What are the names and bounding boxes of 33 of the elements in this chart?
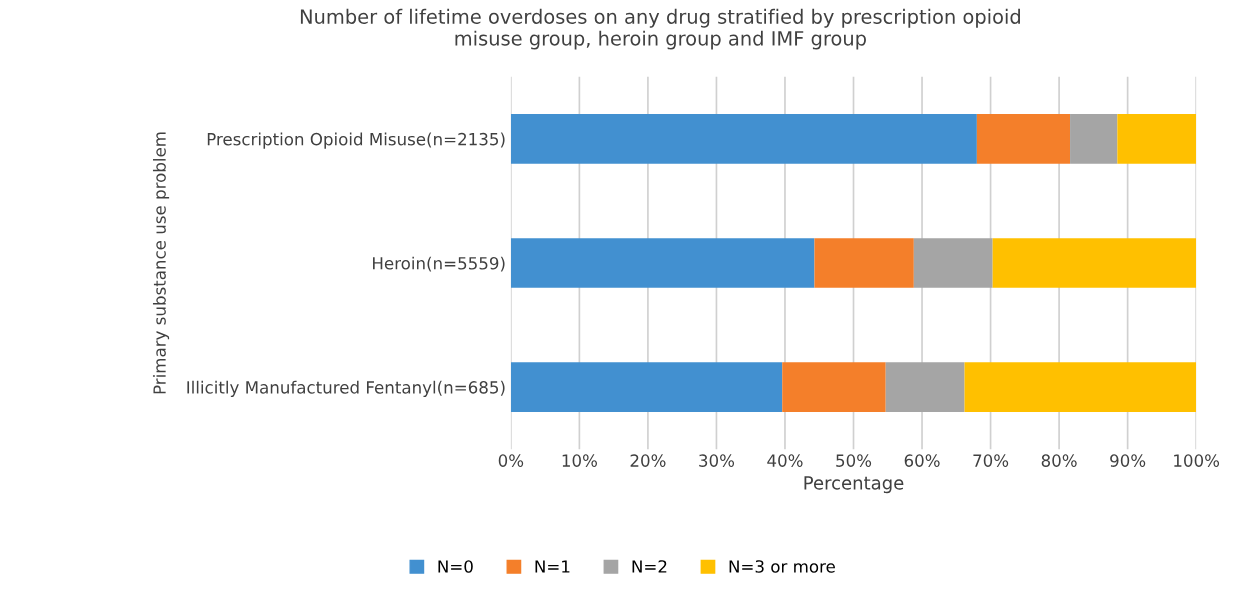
x-tick-label: 100% [1174, 454, 1220, 467]
bar [510, 362, 783, 412]
x-tick-label: 20% [630, 454, 666, 467]
x-tick-label: 40% [767, 454, 803, 467]
bar [976, 114, 1071, 164]
bar [782, 362, 886, 412]
bar [964, 362, 1197, 412]
x-tick-label: 70% [973, 454, 1009, 467]
chart-title: Number of lifetime overdoses on any drug stratified by prescription opioid misuse group, heroin group and IMF group [300, 8, 1020, 50]
x-tick-label: 60% [904, 454, 940, 467]
legend-label: N=3 or more [729, 560, 835, 573]
bar [510, 238, 815, 288]
y-tick-label: Illicitly Manufactured Fentanyl(n=685) [187, 380, 505, 397]
bar [510, 114, 977, 164]
x-tick-label: 30% [699, 454, 735, 467]
x-tick-label: 10% [562, 454, 597, 467]
bar [992, 238, 1197, 288]
x-tick-label: 80% [1041, 454, 1077, 467]
bar [1117, 114, 1197, 164]
legend-label: N=1 [535, 560, 570, 573]
legend-label: N=0 [438, 560, 473, 573]
x-tick-label: 0% [498, 454, 524, 467]
x-axis-title: Percentage [804, 476, 904, 494]
bar [814, 238, 914, 288]
bar [885, 362, 965, 412]
bar [913, 238, 993, 288]
x-tick-label: 50% [836, 454, 872, 467]
y-tick-label: Prescription Opioid Misuse(n=2135) [207, 132, 505, 149]
y-axis-title: Primary substance use problem [152, 132, 170, 394]
bar [1070, 114, 1118, 164]
x-tick-label: 90% [1110, 454, 1146, 467]
legend-label: N=2 [632, 560, 667, 573]
y-tick-label: Heroin(n=5559) [373, 256, 505, 272]
